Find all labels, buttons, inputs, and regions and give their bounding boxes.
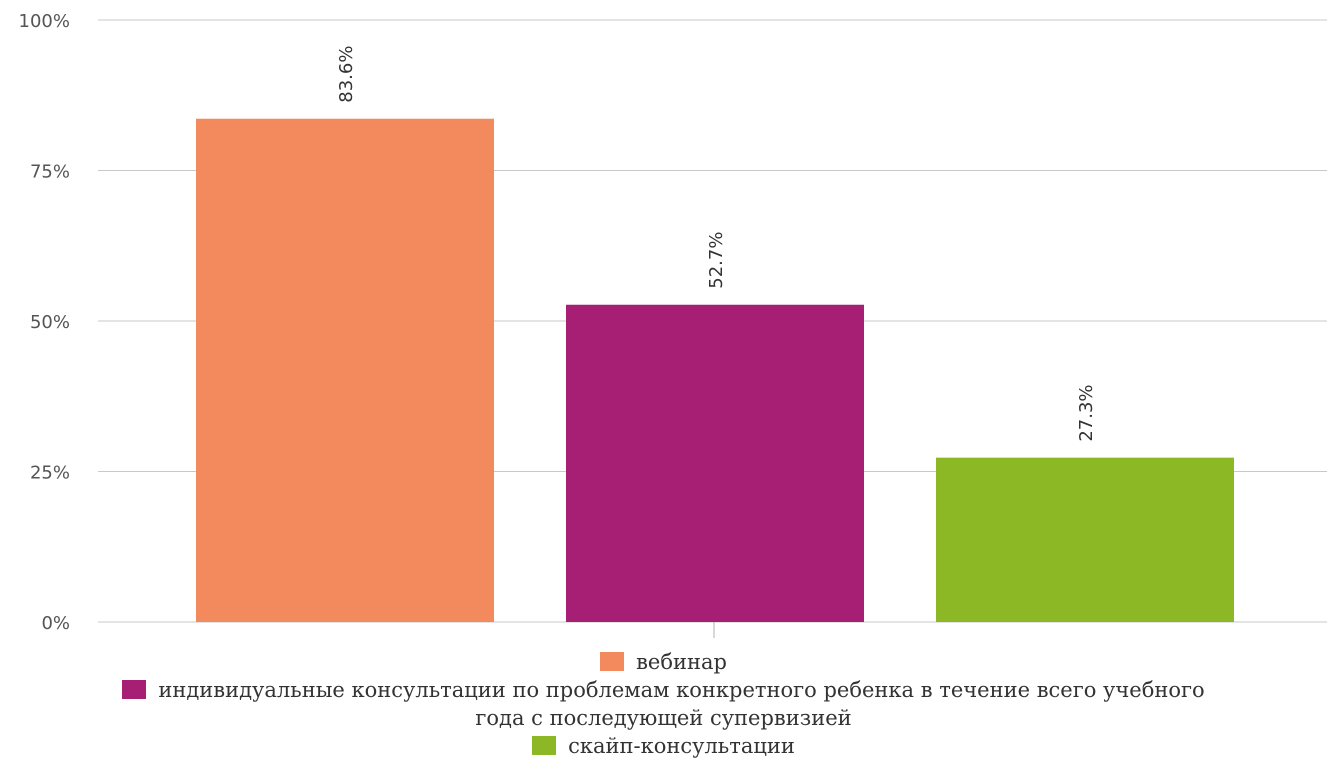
bar[interactable]: [936, 457, 1234, 622]
legend-swatch-skype-consultations: [532, 736, 557, 755]
bar[interactable]: [566, 304, 864, 622]
y-tick-label: 0%: [41, 613, 70, 634]
legend-label-skype-consultations: скайп-консультации: [568, 734, 795, 758]
legend-label-webinar: вебинар: [636, 650, 727, 674]
legend-item-skype-consultations[interactable]: скайп-консультации: [0, 732, 1327, 760]
y-tick-label: 50%: [30, 312, 70, 333]
legend-item-webinar[interactable]: вебинар: [0, 648, 1327, 676]
data-labels: 83.6% 52.7% 27.3%: [336, 46, 1097, 442]
y-tick-label: 25%: [30, 463, 70, 484]
legend-item-individual-consultations[interactable]: индивидуальные консультации по проблемам…: [104, 676, 1224, 732]
bar-value-label: 27.3%: [1076, 384, 1097, 441]
y-tick-label: 100%: [19, 11, 70, 32]
legend: вебинар индивидуальные консультации по п…: [0, 648, 1327, 760]
bar-value-label: 83.6%: [336, 46, 357, 103]
legend-swatch-individual-consultations: [122, 680, 147, 699]
bar[interactable]: [196, 118, 494, 622]
legend-swatch-webinar: [600, 652, 625, 671]
bar-chart: 0% 25% 50% 75% 100% 83.6% 52.7% 27.3%: [19, 11, 1327, 638]
bar-value-label: 52.7%: [706, 232, 727, 289]
y-axis-tick-labels: 0% 25% 50% 75% 100%: [19, 11, 70, 634]
bars: [196, 118, 1234, 622]
y-tick-label: 75%: [30, 162, 70, 183]
legend-label-individual-consultations: индивидуальные консультации по проблемам…: [158, 678, 1205, 730]
